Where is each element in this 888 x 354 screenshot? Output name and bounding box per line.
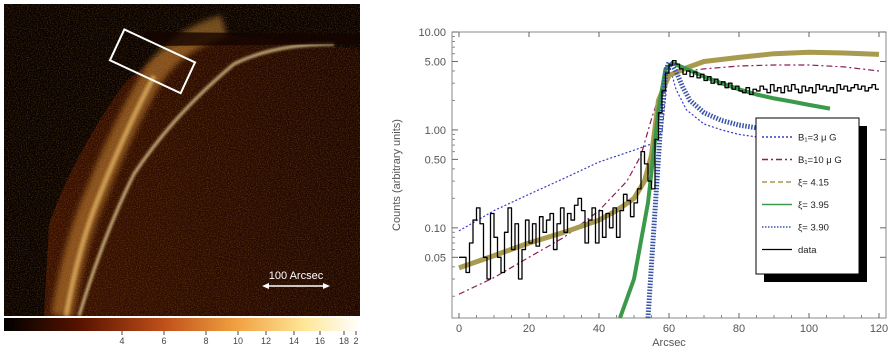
legend-box [755,117,860,275]
series-data [459,59,879,280]
x-tick-label: 100 [800,323,818,335]
x-tick-label: 20 [523,323,535,335]
colorbar-tick-label: 16 [315,336,325,346]
region-box [108,28,197,95]
colorbar: 4 6 8 10 12 14 16 18 2 [4,318,360,346]
y-tick-label: 0.10 [425,223,446,235]
bright-limb-core [63,74,157,317]
scale-bar-label: 100 Arcsec [269,270,324,282]
colorbar-tick-label: 2 [353,336,358,346]
legend-label-xi415: ξ= 4.15 [798,178,829,189]
series-b3 [458,63,827,232]
inner-filament [77,42,335,317]
y-axis-label: Counts (arbitrary units) [391,119,403,231]
profile-chart: 0 20 40 60 80 100 120 10.00 5.00 1.00 0.50 0.10 0.05… [376,0,888,349]
colorbar-tick-label: 6 [161,336,166,346]
x-tick-label: 120 [870,323,888,335]
colorbar-gradient [4,318,360,331]
series-xi390 [645,59,806,319]
x-tick-label: 40 [593,323,605,335]
x-axis-label: Arcsec [652,337,686,349]
y-tick-label: 0.05 [425,252,446,264]
y-tick-label: 1.00 [425,125,446,137]
y-tick-label: 0.50 [425,154,446,166]
y-tick-label: 5.00 [425,56,446,68]
scale-bar: 100 Arcsec [262,270,330,289]
xray-image-panel: 100 Arcsec [4,4,360,318]
colorbar-tick-label: 14 [289,336,299,346]
colorbar-tick-label: 18 [339,336,349,346]
legend-label-xi395: ξ= 3.95 [798,200,829,211]
bright-limb [51,15,228,318]
legend-label-data: data [798,245,817,256]
legend-label-xi390: ξ= 3.90 [798,223,829,234]
colorbar-tick-label: 12 [261,336,271,346]
colorbar-tick-label: 4 [119,336,124,346]
dark-band [144,32,360,46]
legend-label-b10: B₁=10 μ G [798,155,842,166]
y-tick-label: 10.00 [418,27,446,39]
x-tick-label: 0 [456,323,462,335]
colorbar-tick-label: 8 [203,336,208,346]
x-tick-label: 60 [663,323,675,335]
x-tick-label: 80 [733,323,745,335]
colorbar-tick-label: 10 [233,336,243,346]
legend-label-b3: B₁=3 μ G [798,133,837,144]
